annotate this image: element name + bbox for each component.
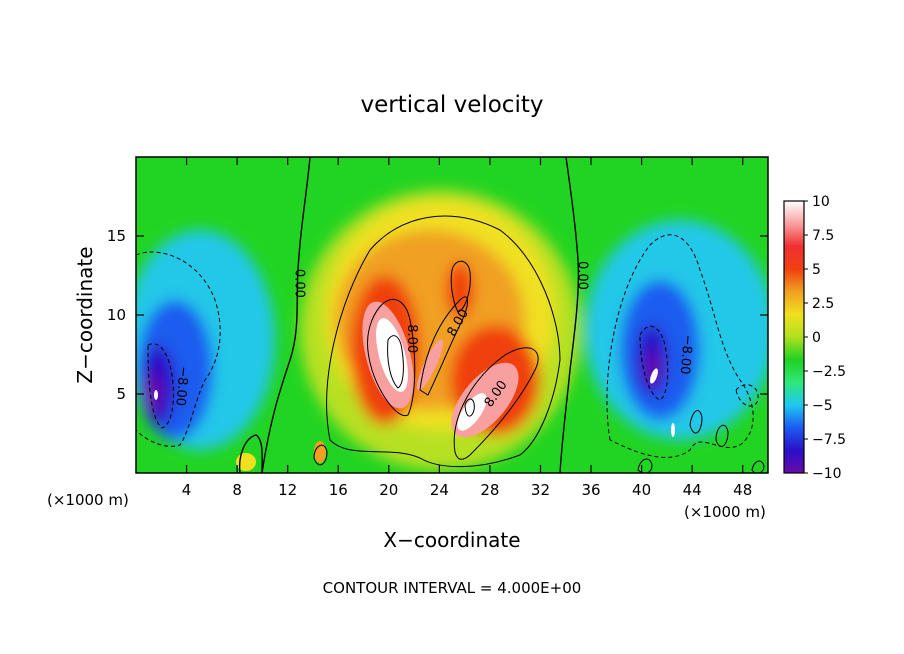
colorbar-tick-label: −10 — [812, 466, 842, 482]
contour-outer-positive — [326, 215, 561, 468]
contour-label: −8.00 — [677, 334, 695, 375]
contour-neg-left-inner — [147, 343, 175, 429]
contour-inner-left — [367, 298, 416, 417]
contour-neg-right-inner — [639, 325, 669, 401]
colorbar-tick-label: −2.5 — [812, 364, 846, 380]
contour-zero-lower — [238, 434, 263, 473]
y-axis-label: Z−coordinate — [73, 246, 97, 383]
y-tick-label: 15 — [107, 227, 126, 245]
core-white-left — [376, 318, 408, 392]
plot-area: 0.00 0.008.00 8.008.00−8.00−8.00 — [136, 157, 768, 473]
colorbar-tick-label: 0 — [812, 330, 821, 346]
x-tick-label: 40 — [632, 481, 651, 499]
colorbar-tick-label: −5 — [812, 398, 833, 414]
contour-label: 0.00 — [292, 269, 307, 298]
core-white-right — [457, 393, 487, 431]
contour-left-small — [313, 444, 328, 466]
x-tick-label: 48 — [733, 481, 752, 499]
core-pink-mid — [416, 339, 444, 391]
contour-label: 8.00 — [404, 324, 419, 353]
colorbar-tick-label: 2.5 — [812, 296, 834, 312]
x-tick-label: 36 — [581, 481, 600, 499]
core-white-neg-right — [650, 368, 658, 384]
y-tick-label: 5 — [116, 385, 126, 403]
contour-neg-mid-right — [735, 384, 759, 407]
core-white-neg-left — [154, 390, 158, 400]
x-tick-label: 32 — [531, 481, 550, 499]
contour-neg-right-outer — [606, 234, 754, 458]
x-unit-right: (×1000 m) — [684, 503, 766, 521]
field-left-purple — [144, 373, 162, 413]
x-tick-label: 16 — [329, 481, 348, 499]
contour-right-small-1 — [689, 410, 703, 434]
x-tick-label: 20 — [379, 481, 398, 499]
colorbar-tick-label: 5 — [812, 262, 821, 278]
x-tick-label: 12 — [278, 481, 297, 499]
contour-zero-right — [559, 157, 580, 473]
x-tick-label: 28 — [480, 481, 499, 499]
contour-label: 0.00 — [575, 261, 590, 290]
x-axis-label: X−coordinate — [383, 528, 520, 552]
contour-zero-left — [261, 157, 311, 473]
x-unit-left: (×1000 m) — [47, 491, 129, 509]
core-white-neg-right-low — [671, 423, 675, 437]
x-tick-label: 4 — [182, 481, 192, 499]
contour-neg-left-outer — [136, 251, 221, 447]
contour-right-small-2 — [715, 424, 729, 447]
y-tick-label: 10 — [107, 306, 126, 324]
colorbar-tick-label: −7.5 — [812, 432, 846, 448]
x-tick-label: 44 — [683, 481, 702, 499]
x-tick-label: 8 — [232, 481, 242, 499]
chart-title: vertical velocity — [361, 92, 544, 118]
contour-inner-right — [453, 347, 539, 460]
colorbar-tick-label: 7.5 — [812, 228, 834, 244]
contour-label: −8.00 — [172, 366, 190, 407]
colorbar — [783, 200, 805, 474]
contour-inner-top — [450, 260, 471, 313]
contour-core-right — [464, 398, 475, 417]
contour-core-left — [387, 335, 404, 389]
small-orange-blob — [314, 441, 326, 463]
x-tick-label: 24 — [430, 481, 449, 499]
contour-interval-note: CONTOUR INTERVAL = 4.000E+00 — [323, 579, 582, 597]
colorbar-tick-label: 10 — [812, 194, 830, 210]
